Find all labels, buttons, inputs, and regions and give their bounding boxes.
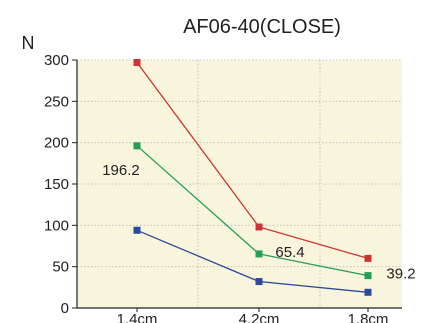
y-axis-label: N: [22, 33, 35, 53]
x-tick-label: 1.8cm: [348, 311, 389, 323]
series-group: [133, 58, 372, 296]
data-label: 65.4: [275, 244, 304, 261]
data-labels: 196.2 65.4 39.2: [102, 162, 415, 283]
y-tick-labels: 0 50 100 150 200 250 300: [44, 52, 77, 317]
y-tick-label: 200: [44, 135, 69, 152]
data-label: 39.2: [386, 266, 415, 283]
data-point: [255, 278, 263, 286]
data-point: [364, 254, 372, 262]
data-point: [133, 58, 141, 66]
chart-title: AF06-40(CLOSE): [183, 16, 341, 38]
data-label: 196.2: [102, 162, 140, 179]
x-tick-label: 4.2cm: [239, 311, 280, 323]
y-tick-label: 50: [52, 259, 69, 276]
y-tick-label: 250: [44, 93, 69, 110]
data-point: [133, 142, 141, 150]
gridlines: [77, 59, 402, 308]
data-point: [364, 288, 372, 296]
data-point: [255, 223, 263, 231]
x-tick-labels: 1.4cm 4.2cm 1.8cm: [117, 308, 389, 323]
y-tick-label: 100: [44, 217, 69, 234]
y-tick-label: 150: [44, 176, 69, 193]
data-point: [133, 226, 141, 234]
data-point: [255, 250, 263, 258]
x-tick-label: 1.4cm: [117, 311, 158, 323]
y-tick-label: 300: [44, 52, 69, 69]
data-point: [364, 272, 372, 280]
y-tick-label: 0: [61, 300, 69, 317]
